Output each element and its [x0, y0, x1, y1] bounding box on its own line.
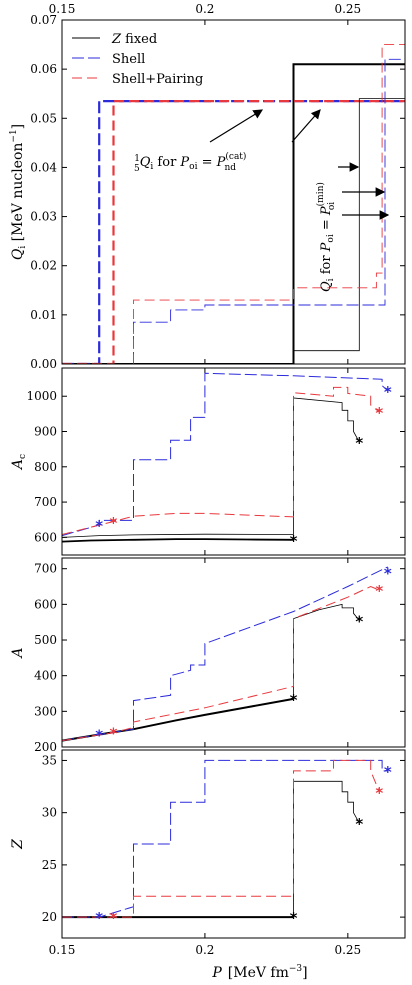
marker-shell-pairing: *	[110, 725, 118, 743]
series-line-shell	[133, 58, 405, 364]
series-line-z-fixed	[293, 98, 405, 364]
y-tick-label: 0.05	[30, 111, 57, 125]
y-tick-label: 0.02	[30, 259, 57, 273]
x-tick-label-top: 0.2	[195, 2, 214, 16]
legend-label-shell: Shell	[112, 52, 145, 67]
x-tick-label: 0.25	[334, 943, 361, 957]
series-line-shell	[62, 372, 389, 537]
x-tick-label-top: 0.15	[49, 2, 76, 16]
y-tick-label: 0.04	[30, 160, 57, 174]
x-tick-label: 0.2	[195, 943, 214, 957]
legend-label-shell-pairing: Shell+Pairing	[112, 72, 203, 87]
marker-shell-pairing: *	[110, 909, 118, 927]
y-tick-label: 600	[34, 597, 57, 611]
marker-shell-pairing: *	[110, 514, 118, 532]
legend: Z fixed Shell Shell+Pairing	[72, 32, 203, 87]
y-axis-label: Z	[10, 839, 26, 850]
legend-label-z-fixed: Z fixed	[111, 32, 157, 47]
y-tick-label: 300	[34, 704, 57, 718]
chart-panels: 0.00 0.01 0.02 0.03 0.04 0.05 0.06 0.07 Qi [MeV …	[9, 13, 406, 939]
minimum-annotation-text: Qi for Poi = P(min)oi	[315, 182, 337, 292]
panel-frame	[61, 19, 406, 365]
marker-z-fixed: *	[290, 909, 298, 927]
catalysis-annotation: 1 5Qi for Poi = P(cat) nd	[134, 109, 321, 174]
series-line-z-fixed	[293, 603, 360, 699]
x-tick-label-top: 0.25	[334, 2, 361, 16]
series-line-z-fixed	[62, 397, 360, 538]
series-group	[62, 759, 388, 919]
marker-shell: *	[95, 727, 103, 745]
series-line-shell-pairing	[133, 44, 405, 364]
catalysis-arrow-2	[291, 109, 321, 143]
series-group	[62, 372, 389, 543]
x-axis: 0.15 0.15 0.2 0.2 0.25 0.25	[49, 2, 362, 957]
y-tick-label: 700	[34, 495, 57, 509]
y-axis-label: A	[10, 647, 26, 659]
marker-shell-pairing: *	[375, 404, 383, 422]
marker-shell: *	[95, 909, 103, 927]
panel-frame	[61, 557, 406, 748]
series-line-shell-pairing	[62, 759, 380, 918]
marker-z-fixed: *	[290, 532, 298, 550]
marker-shell-pairing: *	[375, 582, 383, 600]
y-tick-label: 0.07	[30, 13, 57, 27]
panel-frame	[61, 367, 406, 556]
series-line-z-fixed	[62, 538, 294, 543]
y-tick-label: 700	[34, 562, 57, 576]
series-group	[62, 566, 389, 742]
marker-z-fixed: *	[355, 815, 363, 833]
series-line-z-fixed	[62, 63, 405, 364]
y-tick-label: 30	[42, 806, 57, 820]
y-tick-label: 0.00	[30, 357, 57, 371]
marker-z-fixed: *	[355, 612, 363, 630]
series-line-shell-pairing	[62, 99, 405, 364]
minimum-annotation: Qi for Poi = P(min)oi	[315, 162, 390, 292]
marker-shell: *	[95, 517, 103, 535]
y-tick-label: 400	[34, 669, 57, 683]
y-tick-label: 1000	[26, 389, 57, 403]
catalysis-annotation-text: 1 5Qi for Poi = P(cat) nd	[134, 151, 246, 174]
series-line-shell	[62, 759, 388, 918]
series-line-shell	[62, 566, 389, 742]
x-tick-label: 0.15	[49, 943, 76, 957]
marker-z-fixed: *	[290, 691, 298, 709]
y-tick-label: 0.03	[30, 210, 57, 224]
series-group	[62, 44, 405, 364]
marker-shell: *	[384, 564, 392, 582]
series-line-shell-pairing	[62, 585, 380, 742]
panel-frame	[61, 749, 406, 939]
marker-shell: *	[384, 763, 392, 781]
y-tick-label: 0.01	[30, 308, 57, 322]
y-axis-label: Qi [MeV nucleon−1]	[9, 124, 28, 260]
x-axis-label: P [MeV fm−3]	[211, 964, 307, 981]
panel-Qi: 0.00 0.01 0.02 0.03 0.04 0.05 0.06 0.07 Qi [MeV …	[9, 13, 406, 371]
marker-z-fixed: *	[355, 434, 363, 452]
y-tick-label: 20	[42, 910, 57, 924]
series-line-z-fixed	[293, 780, 360, 918]
catalysis-arrow-1	[209, 109, 264, 143]
series-line-shell-pairing	[62, 386, 380, 535]
y-tick-label: 0.06	[30, 62, 57, 76]
y-tick-label: 800	[34, 460, 57, 474]
y-axis-label: Ac	[10, 454, 28, 471]
y-tick-label: 500	[34, 633, 57, 647]
y-tick-label: 900	[34, 425, 57, 439]
marker-shell: *	[384, 383, 392, 401]
y-tick-label: 600	[34, 530, 57, 544]
y-tick-label: 200	[34, 740, 57, 754]
y-tick-label: 35	[42, 753, 57, 767]
y-tick-label: 25	[42, 858, 57, 872]
marker-shell-pairing: *	[375, 784, 383, 802]
